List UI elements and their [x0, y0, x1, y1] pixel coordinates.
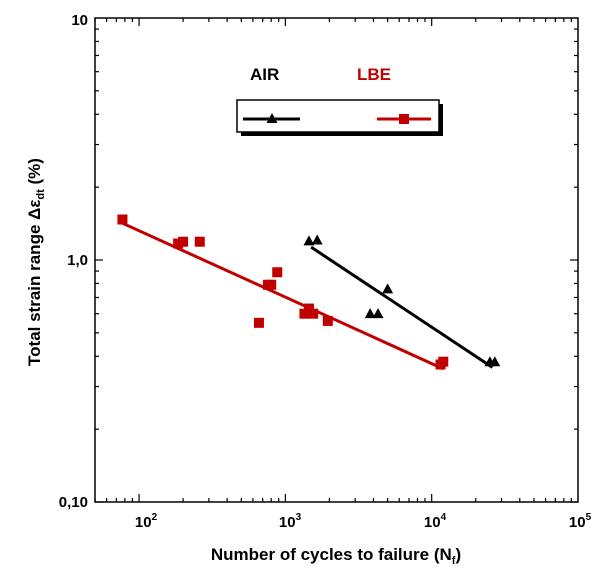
plot-frame [94, 17, 579, 503]
x-tick-label-1: 103 [279, 512, 302, 531]
legend-label-lbe: LBE [357, 65, 391, 84]
point-lbe-2 [178, 236, 189, 247]
legend: AIR LBE [236, 65, 443, 136]
y-axis-title: Total strain range Δεdt (%) [25, 158, 47, 366]
fit-line-air [310, 245, 494, 369]
point-air-3 [372, 308, 384, 319]
fit-line-lbe [120, 221, 444, 371]
point-lbe-3 [194, 236, 205, 247]
x-tick-label-0: 102 [135, 512, 158, 531]
point-lbe-13 [438, 356, 449, 367]
y-tick-label-0: 0,10 [59, 494, 88, 511]
point-air-1 [311, 234, 323, 245]
point-air-6 [489, 356, 501, 367]
point-lbe-8 [299, 308, 310, 319]
x-axis-title: Number of cycles to failure (Nf) [211, 545, 461, 567]
data-markers [117, 214, 501, 370]
point-lbe-6 [266, 279, 277, 290]
point-lbe-9 [303, 303, 314, 314]
point-air-4 [382, 283, 394, 294]
legend-marker-lbe [399, 114, 409, 124]
legend-label-air: AIR [250, 65, 279, 84]
point-air-2 [364, 308, 376, 319]
axis-ticks [94, 18, 578, 503]
point-lbe-7 [272, 267, 283, 278]
x-tick-label-3: 105 [569, 512, 592, 531]
point-lbe-10 [308, 308, 319, 319]
point-lbe-0 [117, 214, 128, 225]
point-lbe-4 [253, 317, 264, 328]
point-air-0 [303, 235, 315, 246]
legend-marker-air [266, 113, 278, 123]
y-tick-label-1: 1,0 [67, 252, 88, 269]
point-lbe-11 [322, 315, 333, 326]
y-tick-label-2: 10 [71, 12, 88, 29]
x-tick-label-2: 104 [424, 512, 447, 531]
